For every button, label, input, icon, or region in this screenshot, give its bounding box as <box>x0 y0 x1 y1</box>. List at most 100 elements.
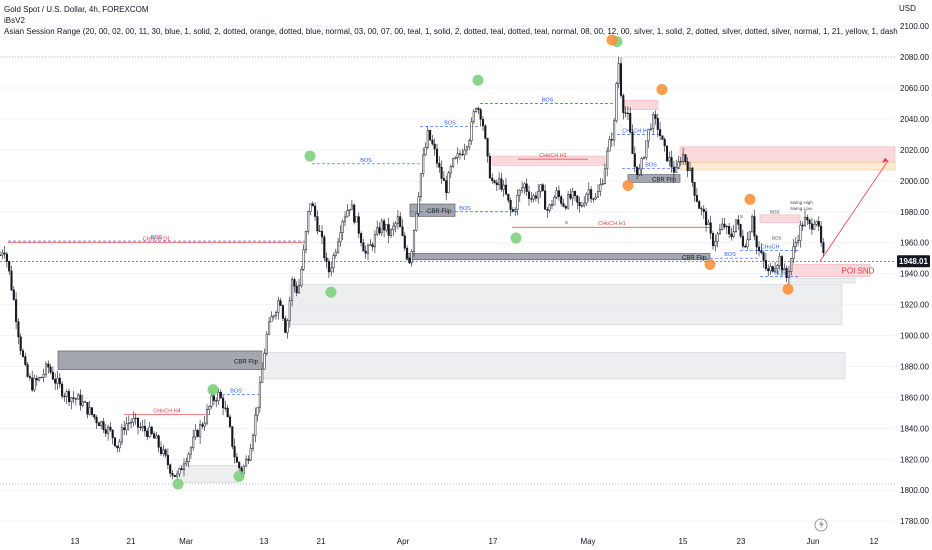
candle-down <box>318 230 321 232</box>
candle-down <box>665 145 669 162</box>
x-tick-label: Mar <box>179 537 193 546</box>
candle-up <box>537 191 540 199</box>
candle-down <box>507 193 510 201</box>
candle-up <box>465 146 468 151</box>
candle-down <box>231 426 234 447</box>
candle-down <box>180 468 183 471</box>
candle-up <box>343 216 347 222</box>
candle-up <box>790 258 793 272</box>
candle-down <box>102 421 105 430</box>
candle-down <box>445 180 448 194</box>
current-price-badge <box>897 255 930 268</box>
candle-up <box>125 423 128 431</box>
candle-up <box>732 231 735 237</box>
candle-up <box>417 196 420 214</box>
candle-up <box>396 216 399 224</box>
candle-up <box>748 231 751 240</box>
candle-down <box>672 166 675 173</box>
candle-down <box>212 395 215 401</box>
candle-up <box>426 130 429 148</box>
candle-up <box>815 221 818 225</box>
candle-up <box>638 168 641 175</box>
candle-up <box>682 154 685 162</box>
zone-4 <box>409 203 456 217</box>
candle-up <box>555 190 558 198</box>
candle-up <box>424 147 427 156</box>
candle-down <box>166 454 169 466</box>
zone-label-12: POI SND <box>842 267 875 276</box>
candle-up <box>77 394 80 400</box>
candle-down <box>97 422 100 427</box>
symbol-title[interactable]: Gold Spot / U.S. Dollar, 4h, FOREXCOM <box>4 5 149 14</box>
candle-down <box>780 256 784 271</box>
candle-down <box>63 395 66 397</box>
candle-up <box>603 168 606 184</box>
candle-up <box>366 245 370 254</box>
candle-up <box>394 223 397 227</box>
y-tick-label: 1820.00 <box>900 455 929 464</box>
structure-label-2: CHoCH H4 <box>153 408 181 414</box>
candle-down <box>226 407 229 418</box>
candle-down <box>629 113 632 133</box>
structure-label-12: BOS <box>724 252 736 258</box>
zone-2 <box>261 352 846 380</box>
zone-7 <box>491 155 606 166</box>
candle-down <box>233 446 236 458</box>
candle-up <box>130 421 133 424</box>
candle-up <box>553 197 556 206</box>
candle-up <box>141 426 144 429</box>
candle-down <box>84 401 87 403</box>
candle-down <box>401 226 404 236</box>
candle-down <box>353 204 356 223</box>
candle-up <box>447 172 450 194</box>
candle-down <box>562 203 565 207</box>
zone-label-5: CBR Flip <box>682 256 707 262</box>
candle-down <box>661 135 664 140</box>
candle-down <box>590 189 593 200</box>
candle-up <box>268 321 271 335</box>
candle-up <box>40 377 43 379</box>
candle-down <box>757 246 761 252</box>
candle-down <box>406 247 409 259</box>
candle-up <box>769 266 772 272</box>
candle-down <box>123 427 126 431</box>
zone-13 <box>789 277 856 284</box>
candle-down <box>670 157 673 168</box>
candle-down <box>433 143 436 150</box>
candle-down <box>3 252 6 255</box>
indicator-ibsv2[interactable]: iBsV2 <box>4 16 25 25</box>
annotation-3: BOS <box>772 236 782 241</box>
candle-up <box>42 373 45 378</box>
candle-down <box>323 236 326 259</box>
candle-down <box>10 270 13 291</box>
candle-down <box>709 222 712 234</box>
candle-down <box>383 220 386 231</box>
legend: Gold Spot / U.S. Dollar, 4h, FOREXCOM iB… <box>4 4 898 37</box>
candle-up <box>263 353 266 370</box>
y-tick-label: 1860.00 <box>900 393 929 402</box>
candle-down <box>700 208 703 210</box>
zone-label-6: CBR Flip <box>652 177 677 183</box>
candle-down <box>479 109 482 120</box>
candle-down <box>557 190 560 197</box>
candle-down <box>633 153 636 168</box>
candle-down <box>111 429 114 438</box>
annotation-4: S <box>565 220 568 225</box>
candle-up <box>251 435 255 449</box>
candle-up <box>594 196 597 200</box>
y-tick-label: 2020.00 <box>900 146 929 155</box>
candle-down <box>801 224 804 227</box>
candle-up <box>286 320 289 333</box>
candle-down <box>5 253 8 262</box>
candle-down <box>576 195 579 203</box>
candle-down <box>610 139 613 141</box>
zone-label-4: CBR Flip <box>427 209 452 215</box>
annotation-1: Swing Low <box>790 206 813 211</box>
candle-down <box>12 289 15 300</box>
candle-down <box>711 233 715 247</box>
candle-down <box>171 473 174 476</box>
candle-down <box>360 233 363 243</box>
candle-up <box>33 378 36 391</box>
indicator-asian-session[interactable]: Asian Session Range (20, 00, 02, 00, 11,… <box>4 27 898 36</box>
